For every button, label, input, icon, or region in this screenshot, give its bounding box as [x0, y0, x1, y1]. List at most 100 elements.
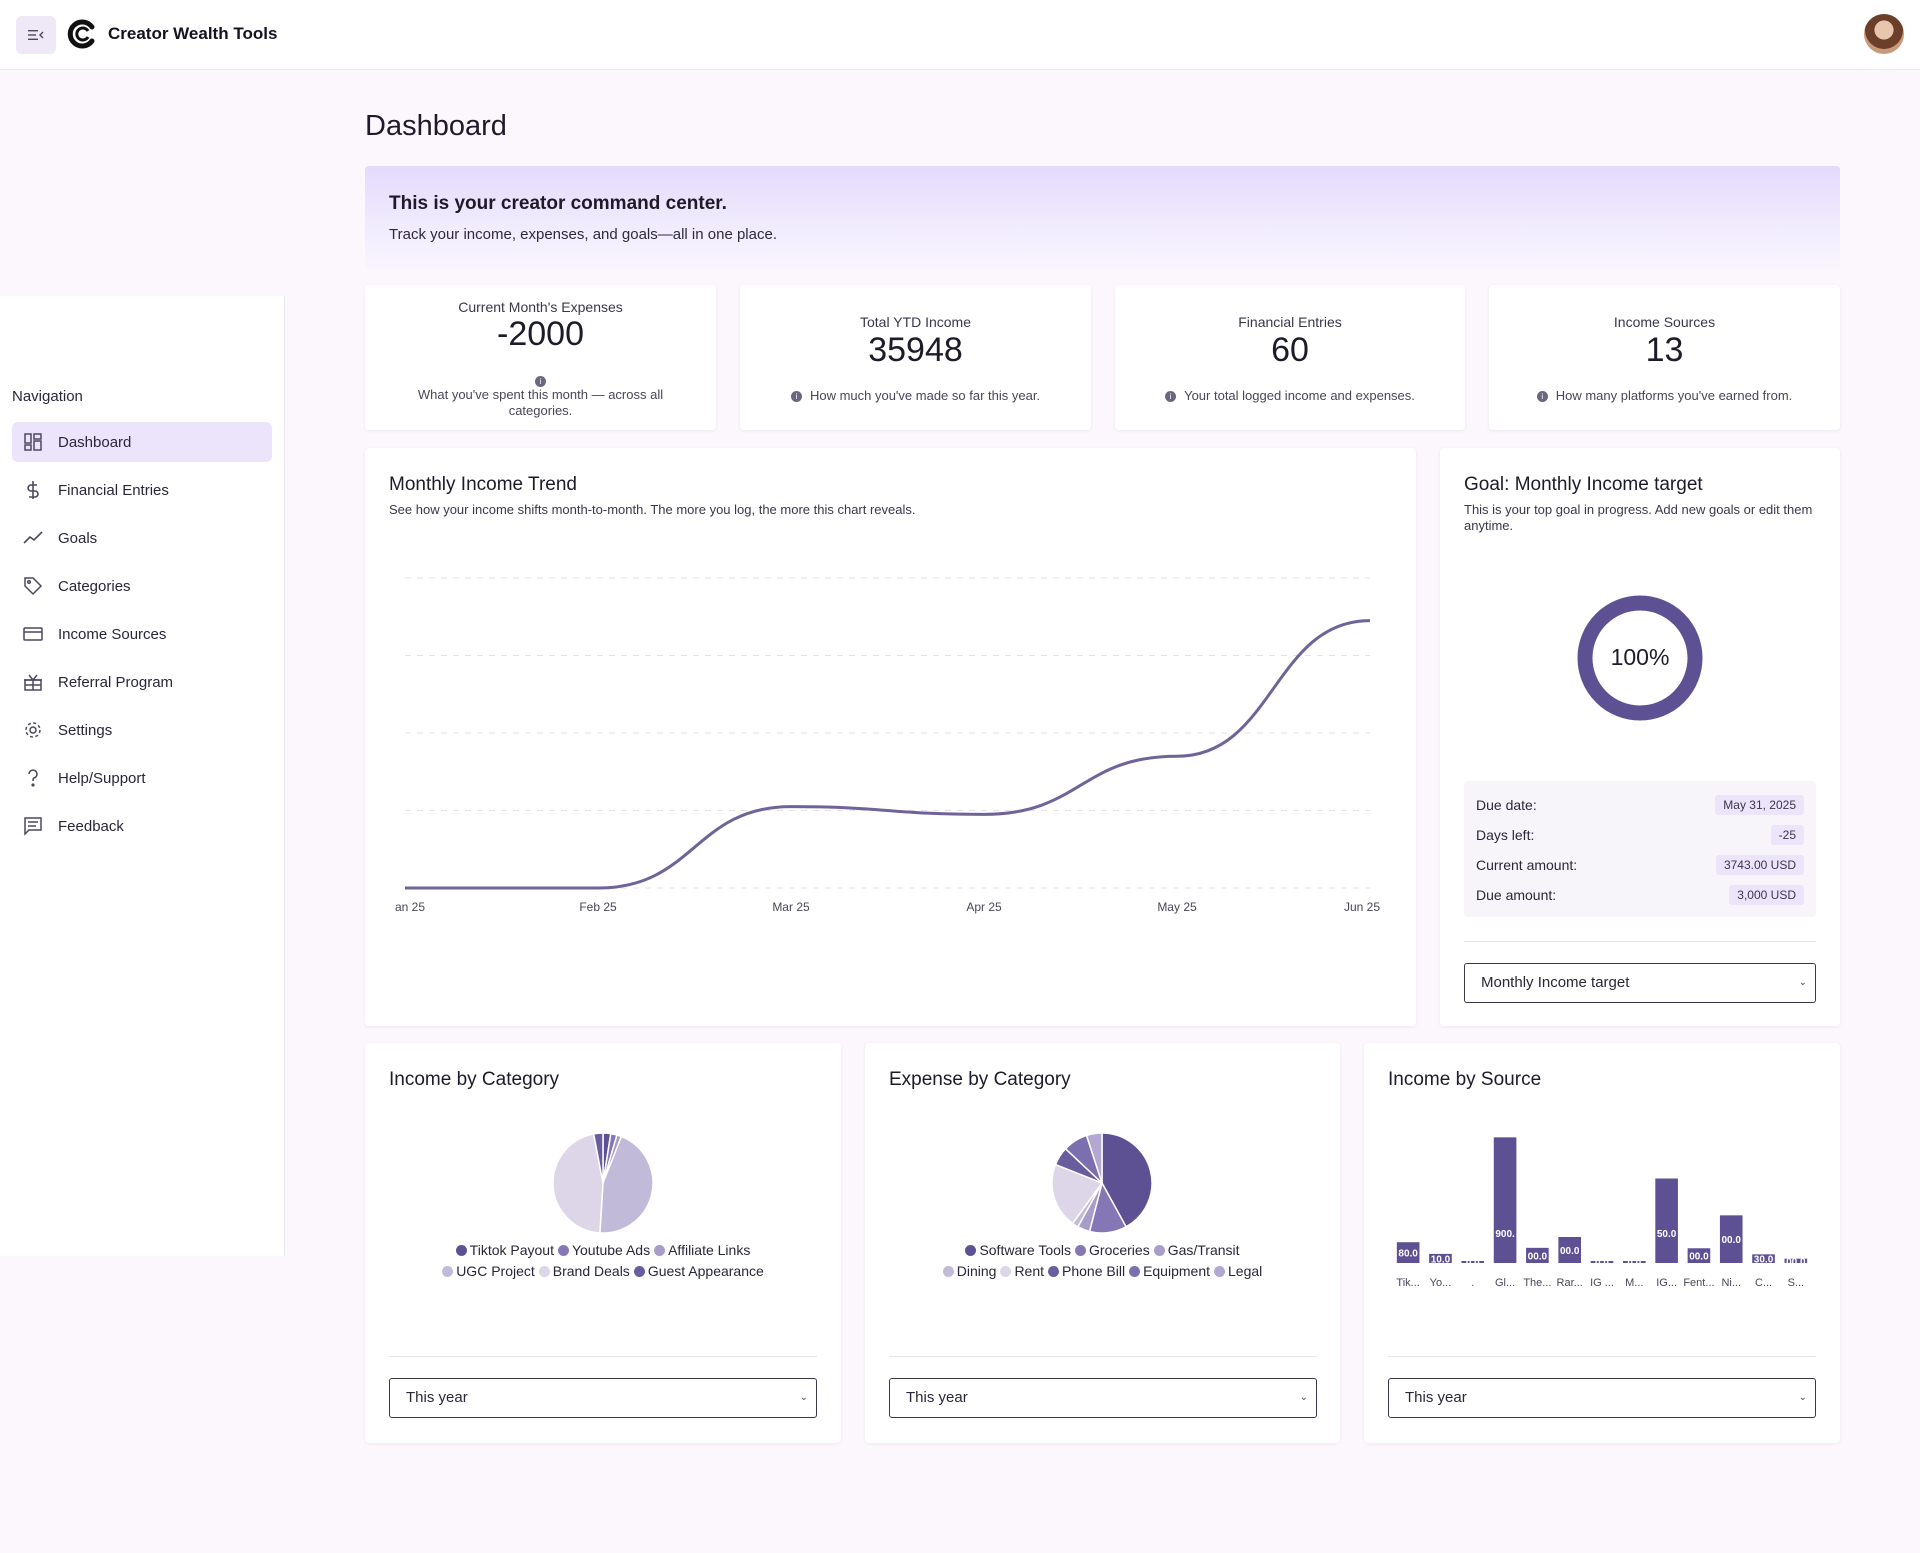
goal-row-current-amount: Current amount: 3743.00 USD — [1476, 855, 1804, 875]
sidebar-item-settings[interactable]: Settings — [12, 710, 272, 750]
sidebar-toggle-button[interactable] — [16, 16, 56, 54]
legend-swatch — [557, 1245, 569, 1256]
sidebar-item-label: Financial Entries — [58, 481, 169, 499]
sidebar-item-dashboard[interactable]: Dashboard — [12, 422, 272, 462]
stat-desc: How many platforms you've earned from. — [1555, 388, 1793, 403]
legend-item[interactable]: Gas/Transit — [1153, 1240, 1240, 1261]
card-subtitle: This is your top goal in progress. Add n… — [1464, 502, 1813, 533]
tag-icon — [22, 575, 44, 597]
legend-item[interactable]: Legal — [1214, 1261, 1262, 1282]
sidebar-item-feedback[interactable]: Feedback — [12, 806, 272, 846]
select-value: This year — [406, 1389, 468, 1406]
legend-label: UGC Project — [456, 1263, 535, 1279]
legend-item[interactable]: Guest Appearance — [633, 1261, 764, 1282]
legend-item[interactable]: UGC Project — [442, 1261, 535, 1282]
legend-swatch — [654, 1245, 666, 1256]
income-category-period-select[interactable]: This year ⌄ — [389, 1378, 817, 1418]
divider — [889, 1356, 1317, 1357]
credit-card-icon — [22, 623, 44, 645]
stat-label: Financial Entries — [1238, 314, 1342, 330]
bar — [1396, 1242, 1420, 1263]
message-icon — [22, 815, 44, 837]
bar — [1590, 1261, 1614, 1263]
card-title: Income by Source — [1388, 1069, 1542, 1090]
x-tick-label: The... — [1523, 1277, 1551, 1289]
legend-swatch — [455, 1245, 467, 1256]
goal-details: Due date: May 31, 2025 Days left: -25 Curr… — [1464, 781, 1816, 917]
select-value: This year — [906, 1389, 968, 1406]
goal-row-value: May 31, 2025 — [1715, 795, 1804, 815]
collapse-menu-icon — [28, 30, 44, 40]
banner-text: Track your income, expenses, and goals—a… — [389, 226, 777, 243]
legend-item[interactable]: Dining — [942, 1261, 996, 1282]
legend-item[interactable]: Groceries — [1075, 1240, 1150, 1261]
sidebar-item-financial-entries[interactable]: Financial Entries — [12, 470, 272, 510]
goal-select[interactable]: Monthly Income target ⌄ — [1464, 963, 1816, 1003]
info-icon: i — [1165, 391, 1177, 403]
bar-data-label: 0.0 — [1627, 1258, 1641, 1269]
bar — [1687, 1248, 1711, 1263]
legend-swatch — [942, 1266, 954, 1277]
x-tick-label: Rar... — [1557, 1277, 1583, 1289]
goal-select-value: Monthly Income target — [1481, 974, 1630, 991]
legend-item[interactable]: Software Tools — [965, 1240, 1071, 1261]
x-tick-label: Ni... — [1721, 1277, 1741, 1289]
sidebar-item-label: Referral Program — [58, 673, 174, 691]
chevron-down-icon: ⌄ — [1798, 1392, 1807, 1403]
divider — [1388, 1356, 1816, 1357]
bar — [1558, 1237, 1581, 1263]
goal-row-value: 3743.00 USD — [1715, 855, 1804, 875]
goal-progress-arc — [1577, 595, 1703, 721]
x-tick-label: Jun 25 — [1344, 900, 1380, 914]
monthly-income-trend-card: Monthly Income Trend See how your income… — [365, 448, 1416, 1026]
bar-data-label: 00.0 — [1528, 1251, 1548, 1262]
x-tick-label: May 25 — [1157, 900, 1197, 914]
stat-desc-row: i Your total logged income and expenses. — [1115, 388, 1465, 403]
select-value: This year — [1405, 1389, 1467, 1406]
legend-swatch — [1214, 1266, 1225, 1277]
bar-data-label: 00.0 — [1786, 1257, 1806, 1268]
legend-label: Software Tools — [979, 1242, 1072, 1258]
legend-item[interactable]: Tiktok Payout — [455, 1240, 554, 1261]
bar — [1784, 1258, 1808, 1263]
pie-slice — [1051, 1163, 1104, 1225]
avatar[interactable] — [1864, 14, 1904, 54]
legend-item[interactable]: Equipment — [1129, 1261, 1210, 1282]
sidebar-item-help-support[interactable]: Help/Support — [12, 758, 272, 798]
stat-card-income-sources: Income Sources 13 i How many platforms yo… — [1489, 285, 1840, 430]
card-title: Monthly Income Trend — [389, 474, 577, 495]
bar-data-label: 50.0 — [1657, 1229, 1677, 1240]
income-source-period-select[interactable]: This year ⌄ — [1388, 1378, 1816, 1418]
sidebar-item-label: Help/Support — [58, 769, 146, 787]
income-trend-chart[interactable]: an 25 Feb 25 Mar 25 Apr 25 May 25 Jun 25 — [385, 558, 1405, 938]
stat-value: 13 — [1645, 331, 1684, 369]
income-by-category-card: Income by Category Tiktok Payout Youtube … — [365, 1043, 841, 1443]
income-category-legend: Tiktok Payout Youtube Ads Affiliate Links U… — [365, 1240, 841, 1282]
income-category-pie[interactable] — [548, 1128, 658, 1238]
sidebar-item-income-sources[interactable]: Income Sources — [12, 614, 272, 654]
legend-item[interactable]: Phone Bill — [1048, 1261, 1125, 1282]
expense-category-pie[interactable] — [1047, 1128, 1157, 1238]
sidebar-item-goals[interactable]: Goals — [12, 518, 272, 558]
legend-item[interactable]: Brand Deals — [538, 1261, 630, 1282]
sidebar-item-categories[interactable]: Categories — [12, 566, 272, 606]
bar — [1429, 1253, 1452, 1263]
income-source-bar-chart[interactable]: 80.0 Tik... 10.0 Yo... 0.0. 900. Gl... 00.0 The.… — [1382, 1123, 1822, 1303]
page-title: Dashboard — [365, 110, 507, 142]
x-tick-label: . — [1471, 1277, 1474, 1289]
legend-item[interactable]: Youtube Ads — [557, 1240, 650, 1261]
divider — [389, 1356, 817, 1357]
stat-card-ytd-income: Total YTD Income 35948 i How much you've … — [740, 285, 1091, 430]
stat-label: Total YTD Income — [859, 314, 971, 330]
goal-progress-ring — [1577, 595, 1703, 721]
goal-row-due-amount: Due amount: 3,000 USD — [1476, 885, 1804, 905]
legend-item[interactable]: Rent — [1000, 1261, 1044, 1282]
bar — [1461, 1261, 1485, 1263]
x-tick-label: Mar 25 — [772, 900, 810, 914]
sidebar-item-referral-program[interactable]: Referral Program — [12, 662, 272, 702]
legend-label: Tiktok Payout — [469, 1242, 554, 1258]
legend-label: Guest Appearance — [647, 1263, 764, 1279]
legend-item[interactable]: Affiliate Links — [654, 1240, 750, 1261]
pie-slice — [1101, 1132, 1153, 1228]
expense-category-period-select[interactable]: This year ⌄ — [889, 1378, 1317, 1418]
